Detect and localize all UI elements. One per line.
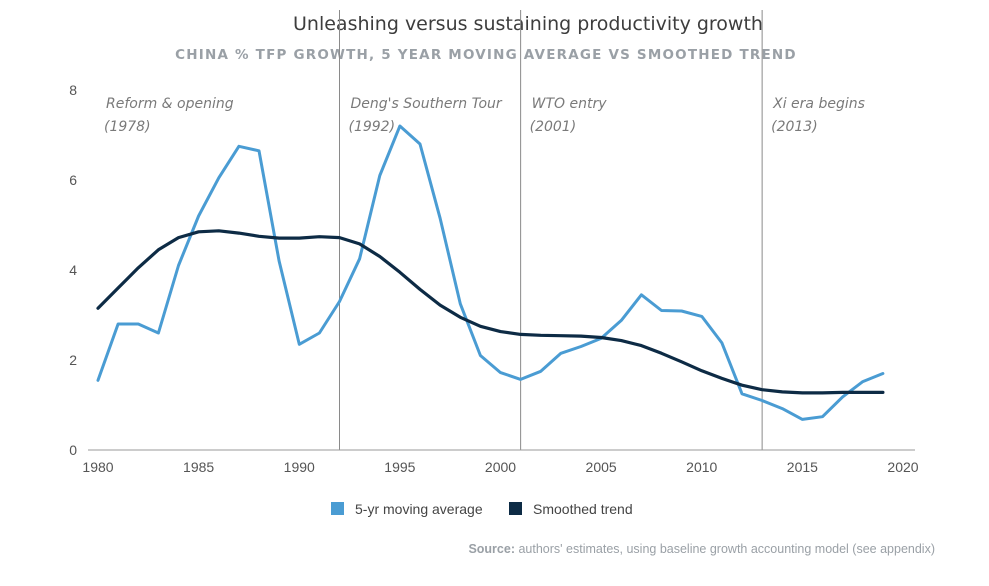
- chart-subtitle: CHINA % TFP GROWTH, 5 YEAR MOVING AVERAG…: [175, 47, 797, 63]
- y-axis-ticks: 0 2 4 6 8: [69, 82, 77, 458]
- y-tick-label: 2: [69, 352, 77, 368]
- event-year-label: (2013): [771, 119, 818, 135]
- y-tick-label: 8: [69, 82, 77, 98]
- legend: 5-yr moving average Smoothed trend: [331, 501, 633, 517]
- series-line-moving-average: [96, 124, 885, 421]
- y-tick-label: 0: [69, 442, 77, 458]
- event-label: Reform & opening: [106, 96, 234, 112]
- source-note: Source: authors' estimates, using baseli…: [468, 542, 935, 556]
- x-tick-label: 2010: [686, 459, 717, 475]
- x-tick-label: 1990: [284, 459, 315, 475]
- x-tick-label: 2005: [586, 459, 617, 475]
- event-year-label: (1992): [349, 119, 396, 135]
- legend-label-smoothed-trend: Smoothed trend: [533, 501, 633, 517]
- x-tick-label: 1985: [183, 459, 214, 475]
- x-tick-label: 2015: [787, 459, 818, 475]
- event-annotations: Reform & opening (1978) Deng's Southern To…: [104, 96, 865, 135]
- source-label: Source:: [468, 542, 515, 556]
- legend-swatch-moving-average: [331, 502, 344, 515]
- series-line-smoothed-trend: [96, 229, 885, 395]
- event-year-label: (2001): [530, 119, 577, 135]
- source-text: authors' estimates, using baseline growt…: [515, 542, 935, 556]
- legend-swatch-smoothed-trend: [509, 502, 522, 515]
- event-label: Deng's Southern Tour: [351, 96, 503, 112]
- event-lines: [339, 10, 763, 450]
- x-axis-ticks: 1980 1985 1990 1995 2000 2005 2010 2015 2020: [82, 459, 918, 475]
- event-year-label: (1978): [104, 119, 151, 135]
- x-tick-label: 1980: [82, 459, 113, 475]
- legend-label-moving-average: 5-yr moving average: [355, 501, 483, 517]
- y-tick-label: 4: [69, 262, 77, 278]
- chart-title: Unleashing versus sustaining productivit…: [293, 13, 763, 35]
- x-tick-label: 2020: [887, 459, 918, 475]
- x-tick-label: 1995: [384, 459, 415, 475]
- x-tick-label: 2000: [485, 459, 516, 475]
- y-tick-label: 6: [69, 172, 77, 188]
- series-lines: [96, 124, 885, 421]
- event-label: WTO entry: [532, 96, 608, 112]
- event-label: Xi era begins: [772, 96, 865, 112]
